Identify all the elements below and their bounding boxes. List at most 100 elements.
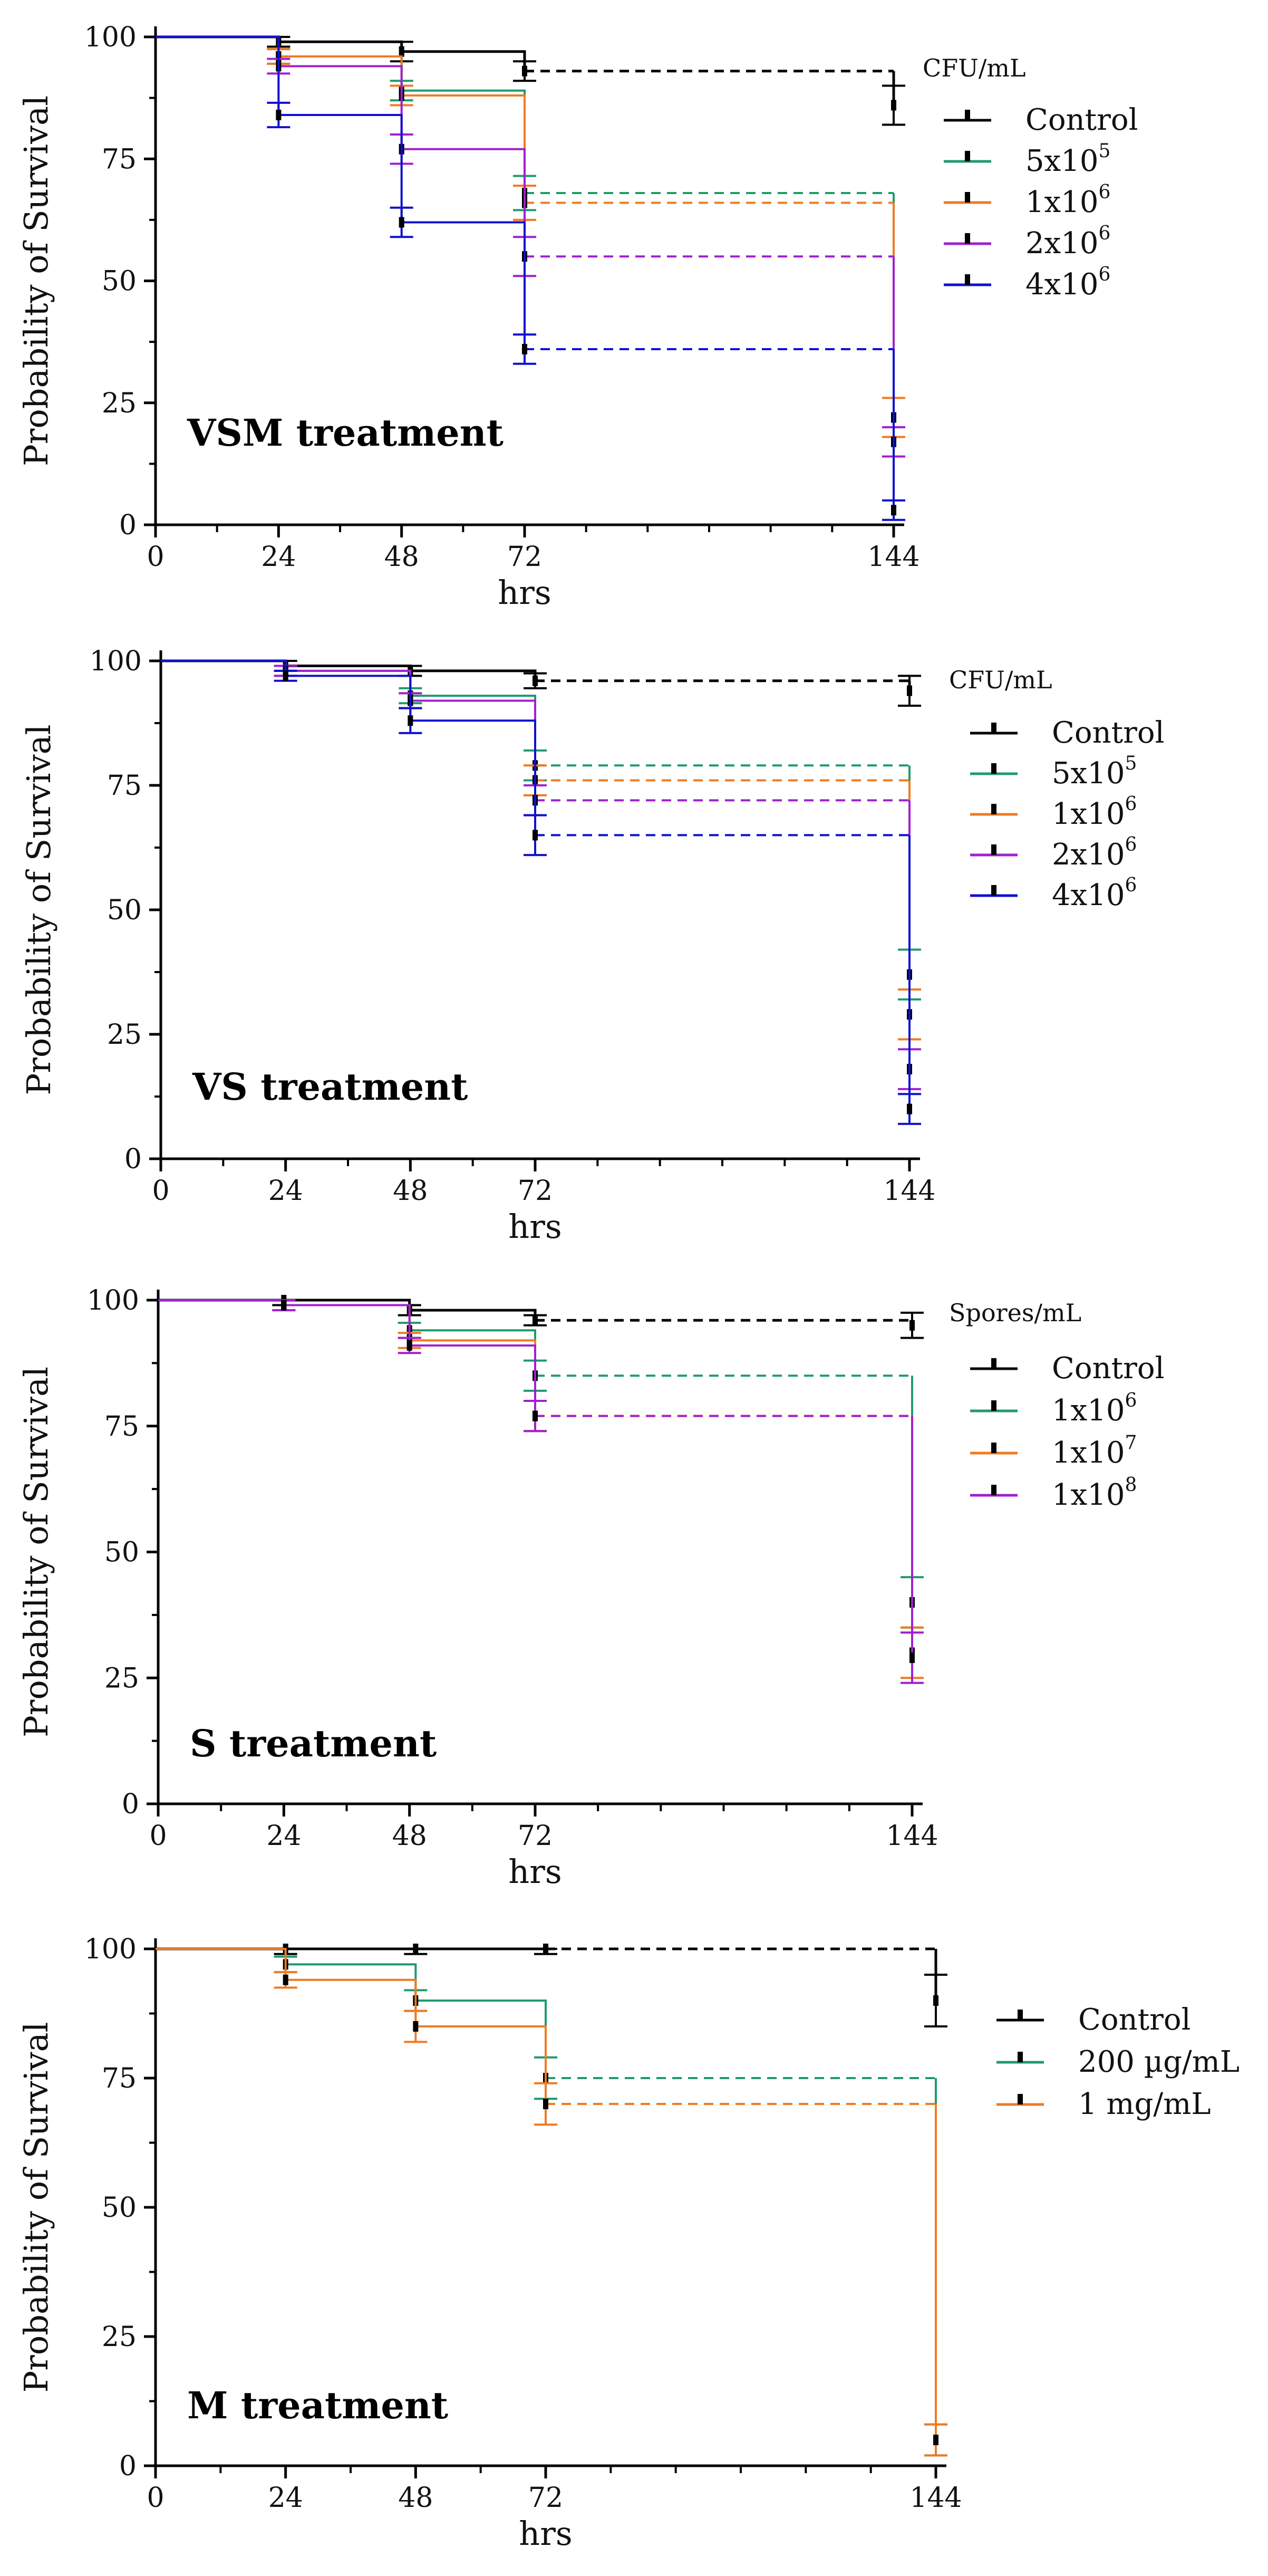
x-tick-label: 24	[266, 1820, 301, 1852]
legend-item: 5x105	[944, 140, 1110, 178]
x-tick-label: 72	[518, 1820, 553, 1852]
y-axis-title: Probability of Survival	[17, 1367, 55, 1737]
series-line-solid	[156, 1948, 547, 2104]
x-tick-label: 144	[867, 541, 919, 573]
legend-label: 5x105	[1052, 753, 1137, 791]
legend-label: 200 µg/mL	[1078, 2045, 1240, 2079]
series-5	[161, 660, 921, 1125]
x-tick-label: 0	[147, 2482, 164, 2514]
x-axis-title: hrs	[498, 573, 551, 612]
legend-label: 5x105	[1025, 140, 1110, 178]
legend-marker	[991, 723, 996, 733]
legend-item: 2x106	[944, 223, 1110, 261]
censor-marker	[276, 110, 282, 120]
legend-label: 1x108	[1052, 1474, 1137, 1512]
y-tick-label: 50	[102, 2192, 137, 2224]
legend-marker	[991, 1443, 996, 1453]
x-tick-label: 48	[393, 1175, 428, 1207]
x-tick-label: 72	[507, 541, 542, 573]
censor-marker	[907, 1103, 912, 1114]
series-5	[156, 36, 905, 521]
x-tick-label: 144	[886, 1820, 938, 1852]
series-line-solid	[158, 1299, 536, 1416]
x-tick-label: 24	[268, 1175, 303, 1207]
censor-marker	[522, 65, 527, 76]
censor-marker	[891, 100, 896, 111]
censor-marker	[543, 1944, 548, 1954]
chart-panel-1: 0 25 50 75 100 0 24 48 72 144 hrs Probability of Su…	[17, 22, 1138, 612]
y-axis-title: Probability of Survival	[20, 725, 58, 1095]
censor-marker	[283, 670, 288, 681]
x-tick-label: 24	[261, 541, 296, 573]
x-tick-label: 48	[392, 1820, 427, 1852]
y-tick-label: 75	[107, 770, 142, 802]
y-tick-label: 100	[90, 646, 142, 677]
y-tick-label: 100	[84, 22, 137, 53]
legend-item: Control	[944, 103, 1138, 137]
y-axis-title: Probability of Survival	[17, 95, 55, 466]
censor-marker	[281, 1300, 287, 1311]
censor-marker	[533, 830, 538, 841]
series-line-solid	[158, 1299, 537, 1321]
series-line-solid	[156, 36, 526, 203]
series-line-solid	[161, 660, 536, 801]
y-axis-title: Probability of Survival	[17, 2022, 55, 2393]
legend-label: Control	[1078, 2003, 1191, 2037]
panel-title: M treatment	[187, 2383, 448, 2427]
legend-marker	[965, 110, 970, 120]
x-tick-label: 0	[147, 541, 164, 573]
legend-marker	[1018, 2094, 1023, 2104]
censor-marker	[283, 1974, 288, 1985]
chart-panel-3: 0 25 50 75 100 0 24 48 72 144 hrs Probability of Su…	[17, 1285, 1165, 1891]
censor-marker	[533, 675, 538, 686]
legend-item: Control	[970, 716, 1165, 750]
legend-marker	[991, 1358, 996, 1369]
legend-marker	[965, 274, 970, 285]
y-tick-label: 100	[87, 1285, 139, 1316]
censor-marker	[413, 1944, 419, 1954]
legend-item: 4x106	[970, 874, 1137, 912]
legend-label: 4x106	[1052, 874, 1137, 912]
legend-label: 1x106	[1052, 793, 1137, 831]
x-tick-label: 48	[398, 2482, 433, 2514]
censor-marker	[406, 1340, 412, 1351]
legend-item: 4x106	[944, 264, 1110, 302]
x-tick-label: 48	[384, 541, 419, 573]
censor-marker	[399, 46, 404, 57]
series-line-solid	[161, 660, 536, 835]
legend-marker	[991, 1400, 996, 1411]
legend-item: 1x107	[970, 1432, 1137, 1470]
x-axis-title: hrs	[519, 2514, 572, 2553]
legend-title: Spores/mL	[949, 1299, 1081, 1327]
x-tick-label: 72	[528, 2482, 563, 2514]
censor-marker	[933, 1995, 938, 2006]
series-4	[161, 660, 921, 1090]
series-2	[161, 660, 921, 1001]
y-tick-label: 75	[102, 143, 137, 175]
legend-marker	[1018, 2052, 1023, 2062]
panel-title: S treatment	[190, 1722, 437, 1765]
x-axis-title: hrs	[508, 1852, 562, 1891]
legend-marker	[991, 885, 996, 896]
legend-label: Control	[1052, 716, 1165, 750]
censor-marker	[891, 505, 896, 516]
legend-item: 5x105	[970, 753, 1137, 791]
y-tick-label: 0	[119, 2450, 137, 2482]
series-line-solid	[156, 1948, 547, 2078]
legend-item: 200 µg/mL	[996, 2045, 1240, 2079]
legend-item: 1x106	[944, 181, 1110, 219]
censor-marker	[907, 685, 912, 696]
y-tick-label: 25	[102, 388, 137, 419]
x-tick-label: 0	[149, 1820, 167, 1852]
legend-marker	[965, 151, 970, 161]
x-tick-label: 144	[883, 1175, 935, 1207]
censor-marker	[533, 1315, 538, 1326]
y-tick-label: 75	[104, 1411, 139, 1443]
legend-title: CFU/mL	[949, 666, 1052, 694]
legend: Control 200 µg/mL 1 mg/mL	[996, 2003, 1240, 2121]
legend-label: Control	[1052, 1351, 1165, 1386]
legend-marker	[1018, 2010, 1023, 2020]
y-tick-label: 0	[122, 1789, 139, 1820]
y-tick-label: 0	[119, 510, 137, 541]
